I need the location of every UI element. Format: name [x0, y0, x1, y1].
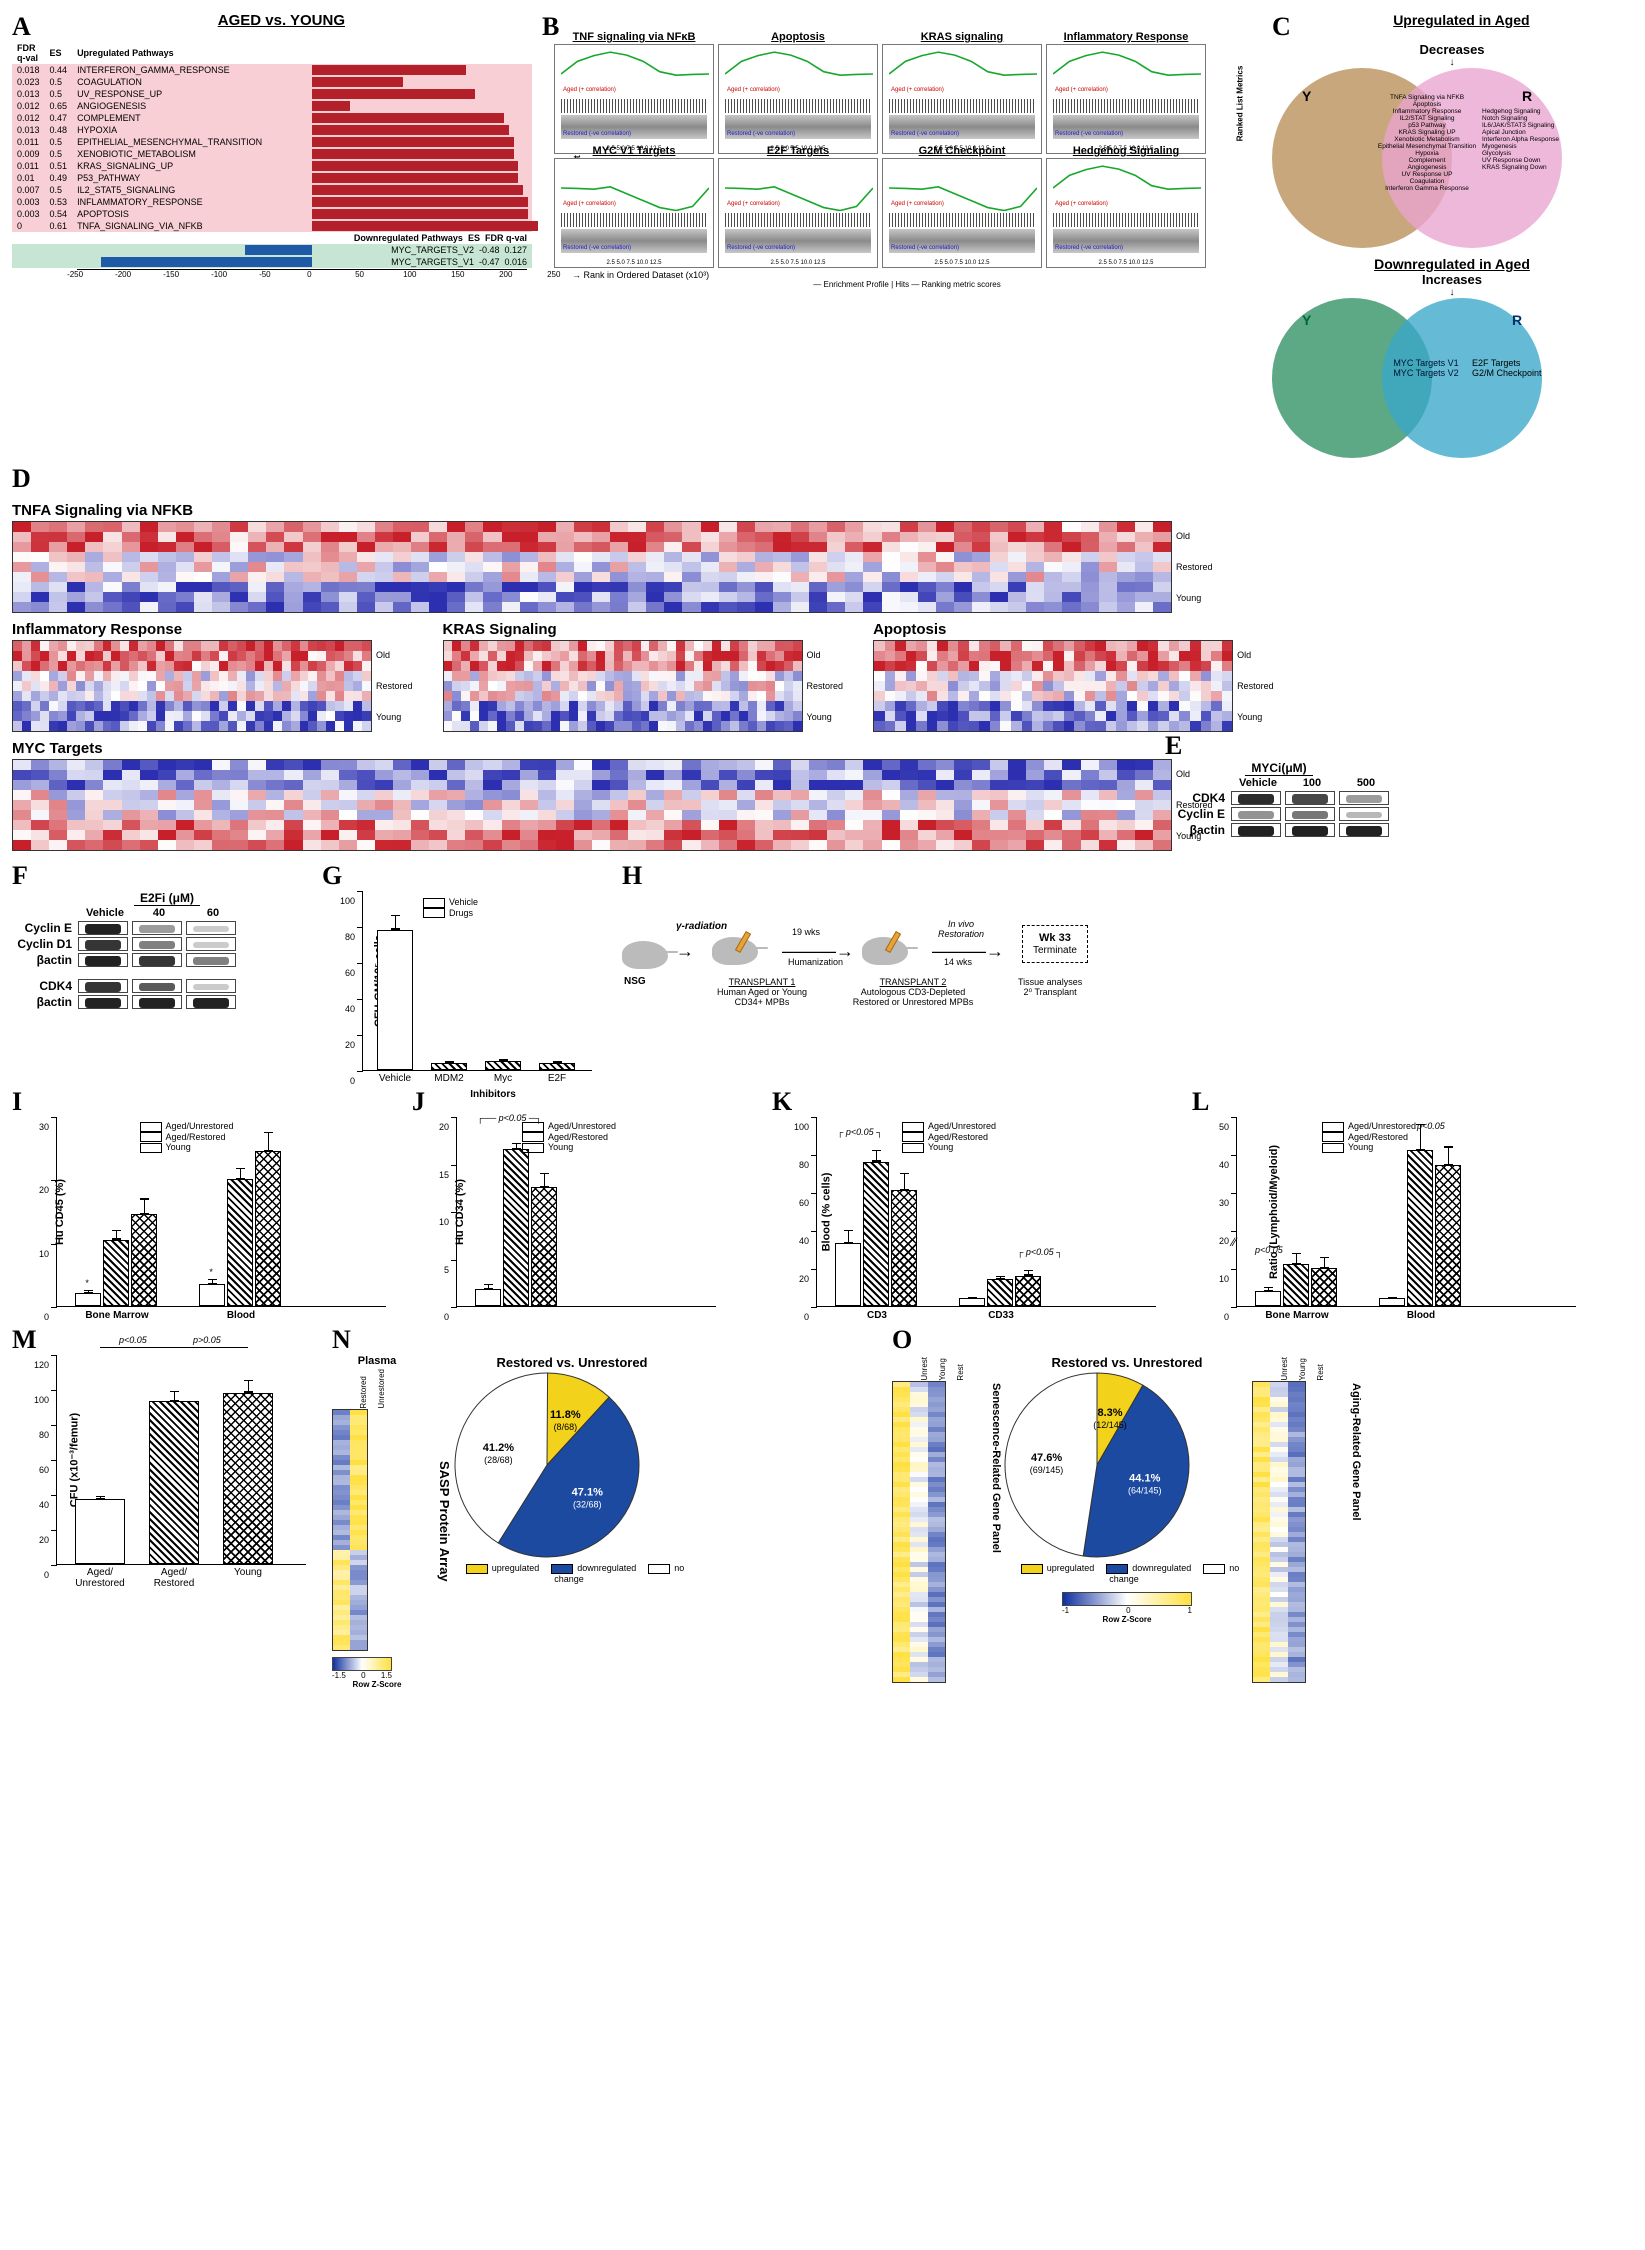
label-G: G [322, 861, 622, 891]
C-up-title: Upregulated in Aged [1291, 12, 1632, 42]
gsea-plot: Apoptosis Aged (+ correlation) Restored … [718, 44, 878, 154]
panelM-chart: CFU (x10⁻³/femur)020406080100120Aged/ Un… [56, 1355, 306, 1565]
svg-text:8.3%: 8.3% [1098, 1407, 1123, 1419]
label-L: L [1192, 1087, 1612, 1117]
panelG-chart: CFU-GM/10⁵ cells020406080100VehicleMDM2M… [362, 891, 592, 1071]
panelN: Plasma RestoredUnrestored -1.501.5 Row Z… [332, 1355, 892, 1689]
svg-text:44.1%: 44.1% [1129, 1473, 1160, 1485]
panelJ-chart: Hu CD34 (%)05101520Aged/UnrestoredAged/R… [456, 1117, 716, 1307]
svg-text:(8/68): (8/68) [554, 1422, 578, 1432]
svg-text:47.1%: 47.1% [572, 1487, 603, 1499]
gsea-ylab-r: Ranked List Metrics [1236, 66, 1245, 142]
label-C: C [1272, 12, 1291, 42]
svg-text:(64/145): (64/145) [1128, 1486, 1162, 1496]
gsea-xaxis: → Rank in Ordered Dataset (x10³) [572, 270, 1272, 280]
gsea-plot: Inflammatory Response Aged (+ correlatio… [1046, 44, 1206, 154]
panelA-title: AGED vs. YOUNG [31, 12, 532, 42]
gsea-plot: MYC V1 Targets Aged (+ correlation) Rest… [554, 158, 714, 268]
panelL-chart: Ratio (Lymphoid/Myeloid)01020304050Bone … [1236, 1117, 1576, 1307]
panelO: UnrestYoungRest Senescence-Related Gene … [892, 1355, 1612, 1683]
svg-text:(12/145): (12/145) [1093, 1420, 1127, 1430]
svg-text:11.8%: 11.8% [550, 1409, 581, 1421]
label-N: N [332, 1325, 892, 1355]
C-down-title: Downregulated in Aged [1272, 256, 1632, 272]
gsea-legend: — Enrichment Profile | Hits — Ranking me… [542, 280, 1272, 289]
label-F: F [12, 861, 322, 891]
label-E: E [1165, 731, 1393, 761]
panelE-wb: MYCi(μM)Vehicle100500CDK4Cyclin Eβactin [1165, 761, 1393, 837]
gsea-plot: E2F Targets Aged (+ correlation) Restore… [718, 158, 878, 268]
gsea-plot: TNF signaling via NFκB Aged (+ correlati… [554, 44, 714, 154]
panelI-chart: Hu CD45 (%)0102030*Bone Marrow*BloodAged… [56, 1117, 386, 1307]
panelF-wb: E2Fi (μM)Vehicle4060Cyclin ECyclin D1βac… [12, 891, 322, 1009]
venn-up: Y R TNFA Signaling via NFKB Apoptosis In… [1272, 68, 1592, 248]
panelK-chart: Blood (% cells)020406080100CD3CD33Aged/U… [816, 1117, 1156, 1307]
svg-text:47.6%: 47.6% [1031, 1452, 1062, 1464]
venn-down: Y R MYC Targets V1 MYC Targets V2 E2F Ta… [1272, 298, 1592, 458]
svg-text:(28/68): (28/68) [484, 1455, 513, 1465]
svg-text:(32/68): (32/68) [573, 1500, 602, 1510]
label-O: O [892, 1325, 1612, 1355]
svg-text:41.2%: 41.2% [483, 1442, 514, 1454]
svg-text:(69/145): (69/145) [1030, 1465, 1064, 1475]
label-A: A [12, 12, 31, 42]
label-D: D [12, 464, 31, 494]
gsea-plot: G2M Checkpoint Aged (+ correlation) Rest… [882, 158, 1042, 268]
label-H: H [622, 861, 1182, 891]
C-dec: Decreases [1272, 42, 1632, 57]
gsea-plot: KRAS signaling Aged (+ correlation) Rest… [882, 44, 1042, 154]
panelH-schematic: NSG → γ-radiation TRANSPLANT 1Human Aged… [622, 891, 1142, 1061]
label-M: M [12, 1325, 332, 1355]
label-K: K [772, 1087, 1192, 1117]
label-I: I [12, 1087, 412, 1117]
gsea-plot: Hedgehog Signaling Aged (+ correlation) … [1046, 158, 1206, 268]
panelA-chart: FDR q-valESUpregulated Pathways0.0180.44… [12, 42, 532, 284]
gsea-grid: TNF signaling via NFκB Aged (+ correlati… [552, 42, 1252, 270]
C-inc: Increases [1272, 272, 1632, 287]
